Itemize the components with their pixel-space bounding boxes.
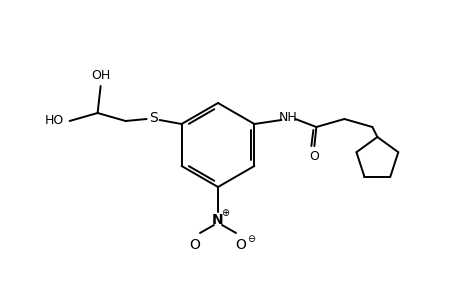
Text: O: O [235,238,246,252]
Text: S: S [149,111,157,125]
Text: HO: HO [45,113,64,127]
Text: N: N [212,213,224,227]
Text: OH: OH [91,68,110,82]
Text: NH: NH [279,110,297,124]
Text: O: O [189,238,200,252]
Text: O: O [309,149,319,163]
Text: ⊕: ⊕ [220,208,229,218]
Text: ⊖: ⊖ [246,234,254,244]
